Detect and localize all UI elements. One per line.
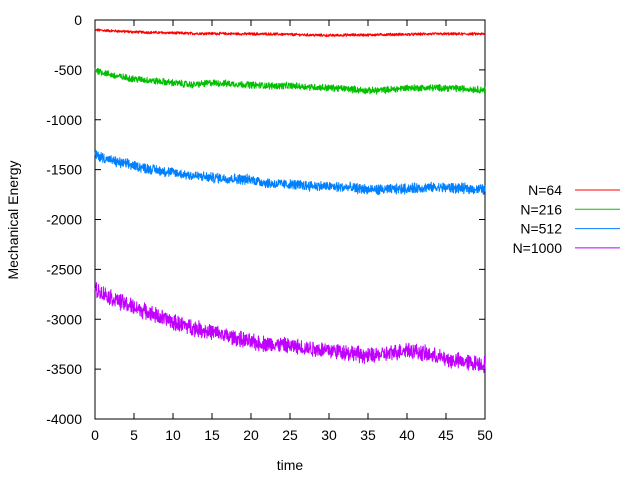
y-tick-label: -2500 <box>46 261 82 277</box>
y-axis: 0 -500 -1000 -1500 -2000 -2500 -3000 -3500 -4000 <box>46 12 485 427</box>
x-tick-label: 20 <box>243 427 259 443</box>
x-tick-label: 15 <box>204 427 220 443</box>
y-tick-label: -2000 <box>46 212 82 228</box>
legend-label: N=512 <box>520 221 562 237</box>
legend-label: N=1000 <box>513 240 563 256</box>
y-tick-label: -3000 <box>46 311 82 327</box>
y-tick-label: -1500 <box>46 162 82 178</box>
x-tick-label: 35 <box>360 427 376 443</box>
series-line-n-512 <box>94 150 486 196</box>
x-tick-label: 50 <box>477 427 493 443</box>
y-tick-label: -3500 <box>46 361 82 377</box>
x-axis-label: time <box>277 457 304 473</box>
x-tick-label: 25 <box>282 427 298 443</box>
legend-label: N=64 <box>528 182 562 198</box>
y-tick-label: 0 <box>74 12 82 28</box>
x-tick-label: 45 <box>438 427 454 443</box>
x-tick-label: 10 <box>165 427 181 443</box>
x-axis: 0 5 10 15 20 25 30 35 40 45 50 <box>91 20 493 443</box>
y-axis-label: Mechanical Energy <box>5 160 21 279</box>
x-tick-label: 5 <box>130 427 138 443</box>
y-tick-label: -500 <box>54 62 82 78</box>
legend: N=64 N=216 N=512 N=1000 <box>513 182 620 256</box>
legend-label: N=216 <box>520 201 562 217</box>
x-tick-label: 40 <box>399 427 415 443</box>
y-tick-label: -1000 <box>46 112 82 128</box>
y-tick-label: -4000 <box>46 411 82 427</box>
series-line-n-64 <box>94 28 486 38</box>
series-group <box>94 28 486 374</box>
series-line-n-1000 <box>94 282 486 374</box>
series-line-n-216 <box>94 67 486 95</box>
x-tick-label: 0 <box>91 427 99 443</box>
x-tick-label: 30 <box>321 427 337 443</box>
